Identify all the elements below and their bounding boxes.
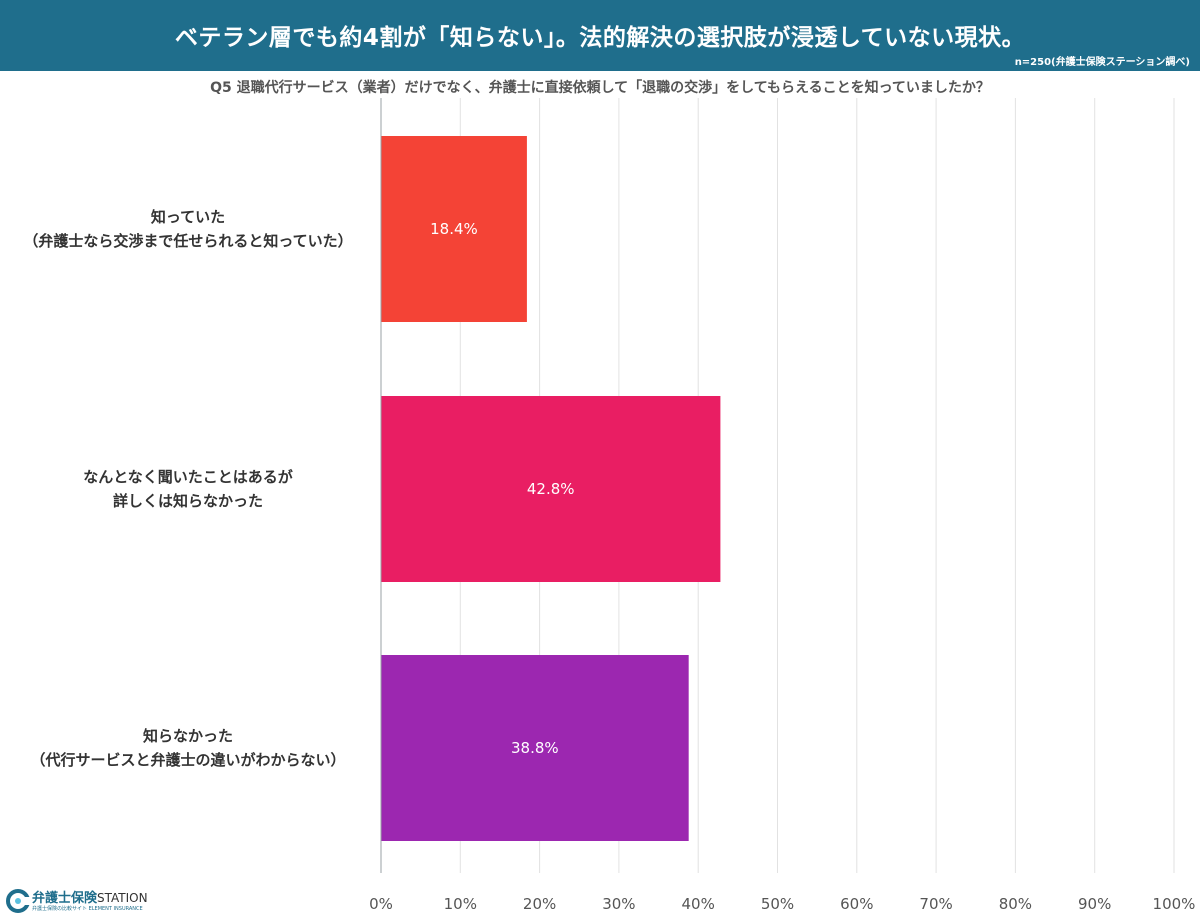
station-logo: 弁護士保険STATION 弁護士保険の比較サイト ELEMENT INSURAN… <box>6 887 156 917</box>
bar <box>381 396 721 582</box>
x-tick-label: 60% <box>840 895 873 913</box>
x-tick-label: 20% <box>523 895 556 913</box>
bar-value-label: 18.4% <box>430 220 478 238</box>
logo-station: STATION <box>97 891 148 905</box>
x-tick-label: 50% <box>761 895 794 913</box>
category-label: （代行サービスと弁護士の違いがわからない） <box>30 751 345 769</box>
x-tick-label: 10% <box>444 895 477 913</box>
logo-tagline: 弁護士保険の比較サイト ELEMENT INSURANCE <box>32 906 143 912</box>
labels: 0% 10% 20% 30% 40% 50% 60% 70% 80% 90% 100% 18.4% 42… <box>23 208 1195 913</box>
x-tick-label: 100% <box>1153 895 1196 913</box>
page-title: ベテラン層でも約4割が「知らない」。法的解決の選択肢が浸透していない現状。 <box>174 25 1026 51</box>
bars <box>381 136 721 841</box>
survey-question: Q5 退職代行サービス（業者）だけでなく、弁護士に直接依頼して「退職の交渉」をし… <box>210 80 990 96</box>
bar <box>381 136 527 322</box>
category-label: なんとなく聞いたことはあるが <box>83 468 294 486</box>
title-banner: ベテラン層でも約4割が「知らない」。法的解決の選択肢が浸透していない現状。 n=… <box>0 0 1200 71</box>
x-tick-label: 80% <box>999 895 1032 913</box>
category-label: 知らなかった <box>143 727 233 745</box>
category-label: 詳しくは知らなかった <box>113 492 263 510</box>
category-label: 知っていた <box>151 208 225 226</box>
category-label: （弁護士なら交渉まで任せられると知っていた） <box>23 232 352 250</box>
x-tick-label: 70% <box>919 895 952 913</box>
x-tick-label: 90% <box>1078 895 1111 913</box>
bar-value-label: 38.8% <box>511 739 559 757</box>
bar <box>381 655 689 841</box>
bar-value-label: 42.8% <box>527 480 575 498</box>
sample-size-note: n=250(弁護士保険ステーション調べ) <box>1014 57 1190 68</box>
logo-name: 弁護士保険 <box>32 891 98 906</box>
x-tick-label: 0% <box>369 895 393 913</box>
x-tick-label: 30% <box>602 895 635 913</box>
logo-mark-icon <box>6 889 30 913</box>
x-tick-label: 40% <box>682 895 715 913</box>
